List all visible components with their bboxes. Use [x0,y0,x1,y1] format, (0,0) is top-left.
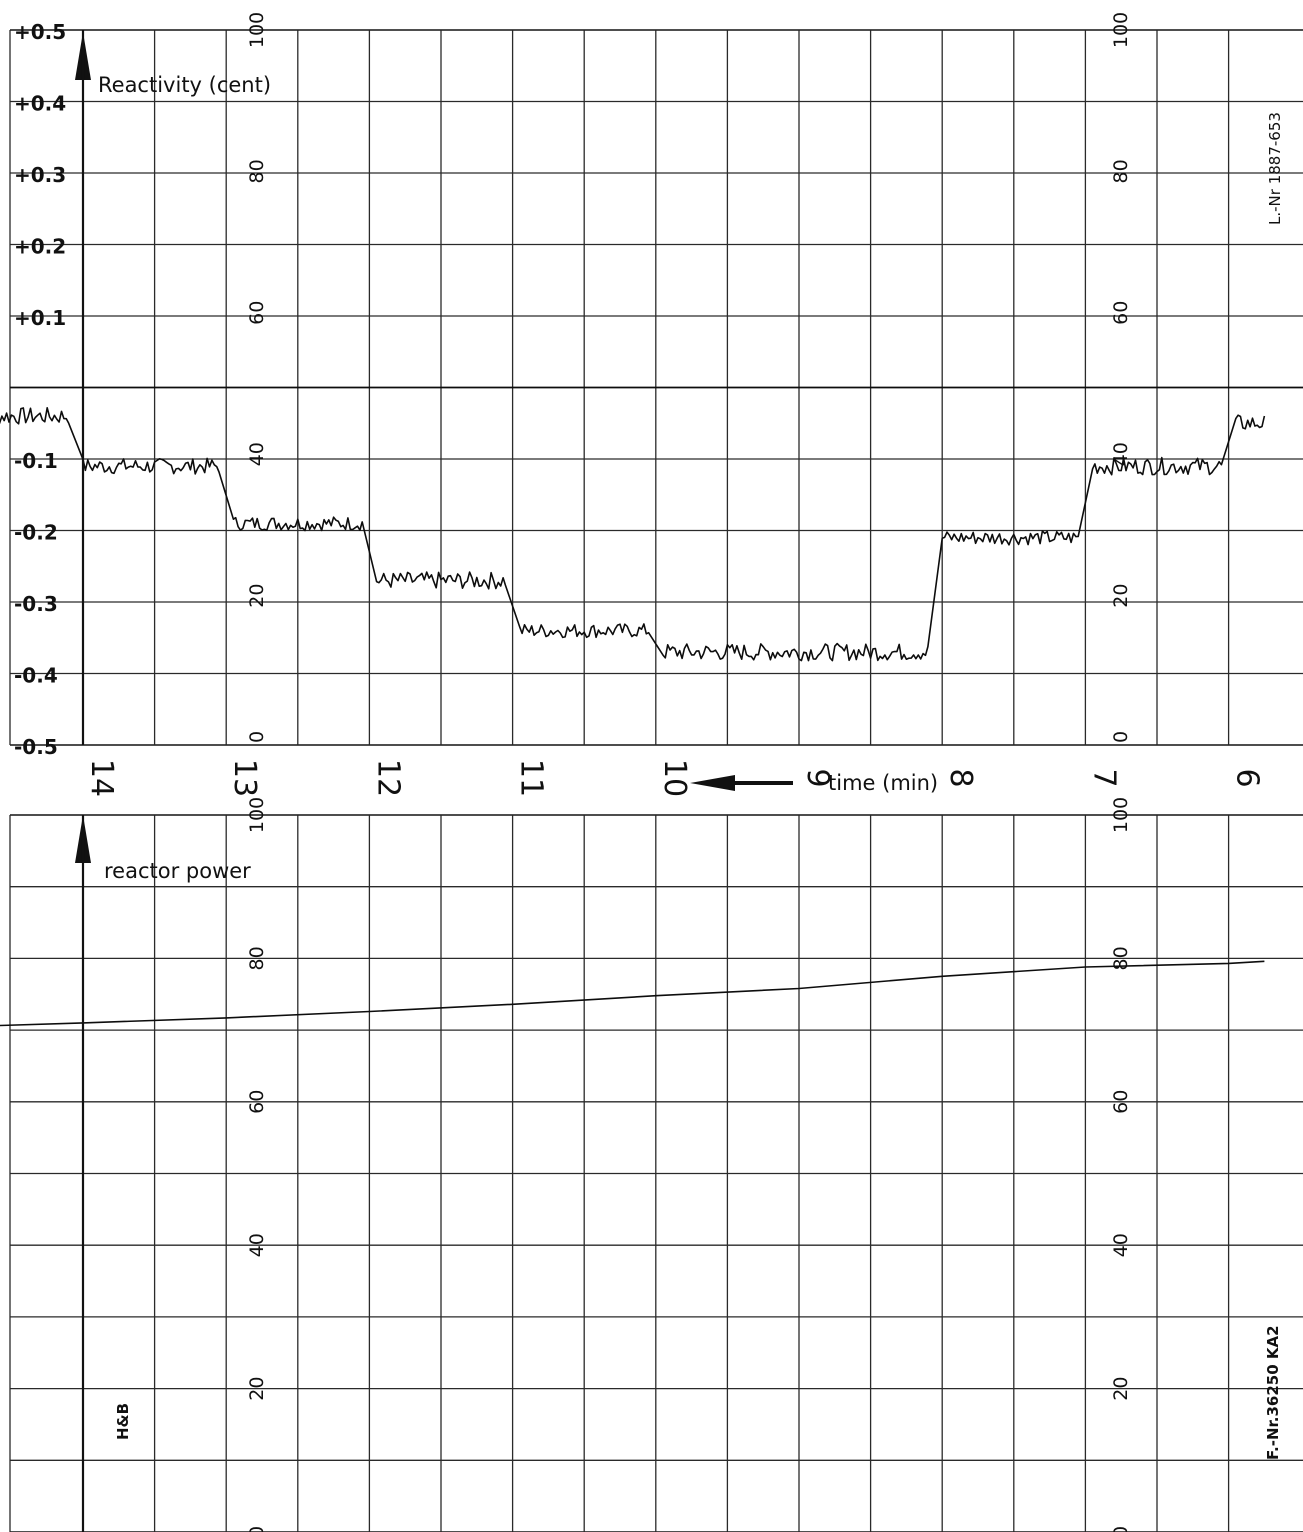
reactivity-scale-label: 80 [1110,159,1132,183]
reactivity-trace [0,407,1266,662]
time-direction-arrow-icon [690,775,793,791]
reactivity-y-tick-label: +0.3 [14,163,66,187]
reactivity-y-tick-label: -0.4 [14,664,58,688]
reactivity-scale-label: 0 [1110,731,1132,743]
reference-number-text: L.-Nr 1887-653 [1266,112,1284,225]
time-tick-label: 11 [514,759,549,797]
time-axis-label: time (min) [828,771,938,795]
reactivity-y-tick-label: +0.5 [14,20,66,44]
time-tick-labels: 14 13 12 11 10 9 8 7 6 [84,759,1265,797]
reactor-power-scale-label: 40 [1110,1233,1132,1257]
reactivity-y-tick-label: +0.1 [14,306,66,330]
form-number-label: F.-Nr.36250 KA2 [1264,1325,1282,1460]
time-tick-label: 9 [800,768,835,787]
reactor-power-scale-label: 20 [246,1377,268,1401]
reactor-power-trace [0,960,1265,1027]
reactivity-scale-label: 80 [246,159,268,183]
form-number-text: F.-Nr.36250 KA2 [1264,1325,1282,1460]
reactivity-y-tick-label: -0.1 [14,449,58,473]
time-tick-label: 12 [370,759,405,797]
reactor-power-scale-label: 0 [246,1526,268,1532]
time-tick-label: 10 [657,759,692,797]
reactor-power-scale-label: 0 [1110,1526,1132,1532]
reactor-power-scale-label: 100 [246,797,268,833]
reactivity-y-tick-label: -0.5 [14,735,58,759]
reactivity-y-tick-label: +0.2 [14,235,66,259]
reactivity-scale-label: 20 [246,584,268,608]
reactivity-y-tick-label: +0.4 [14,92,66,116]
reference-number-label: L.-Nr 1887-653 [1266,112,1284,225]
reactivity-scale-label: 60 [246,301,268,325]
reactor-power-panel: 100 80 60 40 20 0 100 80 60 40 20 0 reactor power F… [0,797,1303,1532]
reactivity-scale-label: 0 [246,731,268,743]
reactor-power-scale-label: 80 [246,946,268,970]
reactivity-scale-label: 100 [1110,12,1132,48]
reactor-power-scale-label: 20 [1110,1377,1132,1401]
reactivity-scale-label: 60 [1110,301,1132,325]
reactor-power-scale-label: 80 [1110,946,1132,970]
reactor-power-scale-label: 100 [1110,797,1132,833]
reactivity-scale-label: 100 [246,12,268,48]
time-tick-label: 14 [84,759,119,797]
time-tick-label: 13 [227,759,262,797]
reactivity-y-tick-label: -0.3 [14,592,58,616]
reactivity-axis-label: Reactivity (cent) [98,73,271,97]
maker-mark-label: H&B [114,1403,132,1440]
time-tick-label: 8 [943,768,978,787]
reactivity-y-tick-label: -0.2 [14,521,58,545]
reactor-power-grid [9,814,1303,1532]
time-tick-label: 6 [1230,768,1265,787]
reactor-power-scale-labels: 100 80 60 40 20 0 100 80 60 40 20 0 [246,797,1132,1532]
reactivity-y-tick-labels: +0.5 +0.4 +0.3 +0.2 +0.1 -0.1 -0.2 -0.3 -0.4 -0.5 [14,20,66,759]
reactor-power-scale-label: 40 [246,1233,268,1257]
reactivity-scale-label: 20 [1110,584,1132,608]
reactor-power-scale-label: 60 [246,1090,268,1114]
reactor-power-axis-label: reactor power [104,859,251,883]
time-tick-label: 7 [1086,768,1121,787]
reactivity-scale-label: 40 [246,442,268,466]
maker-mark-text: H&B [114,1403,132,1440]
time-axis-band: 14 13 12 11 10 9 8 7 6 time (min) [84,759,1265,797]
reactor-power-scale-label: 60 [1110,1090,1132,1114]
